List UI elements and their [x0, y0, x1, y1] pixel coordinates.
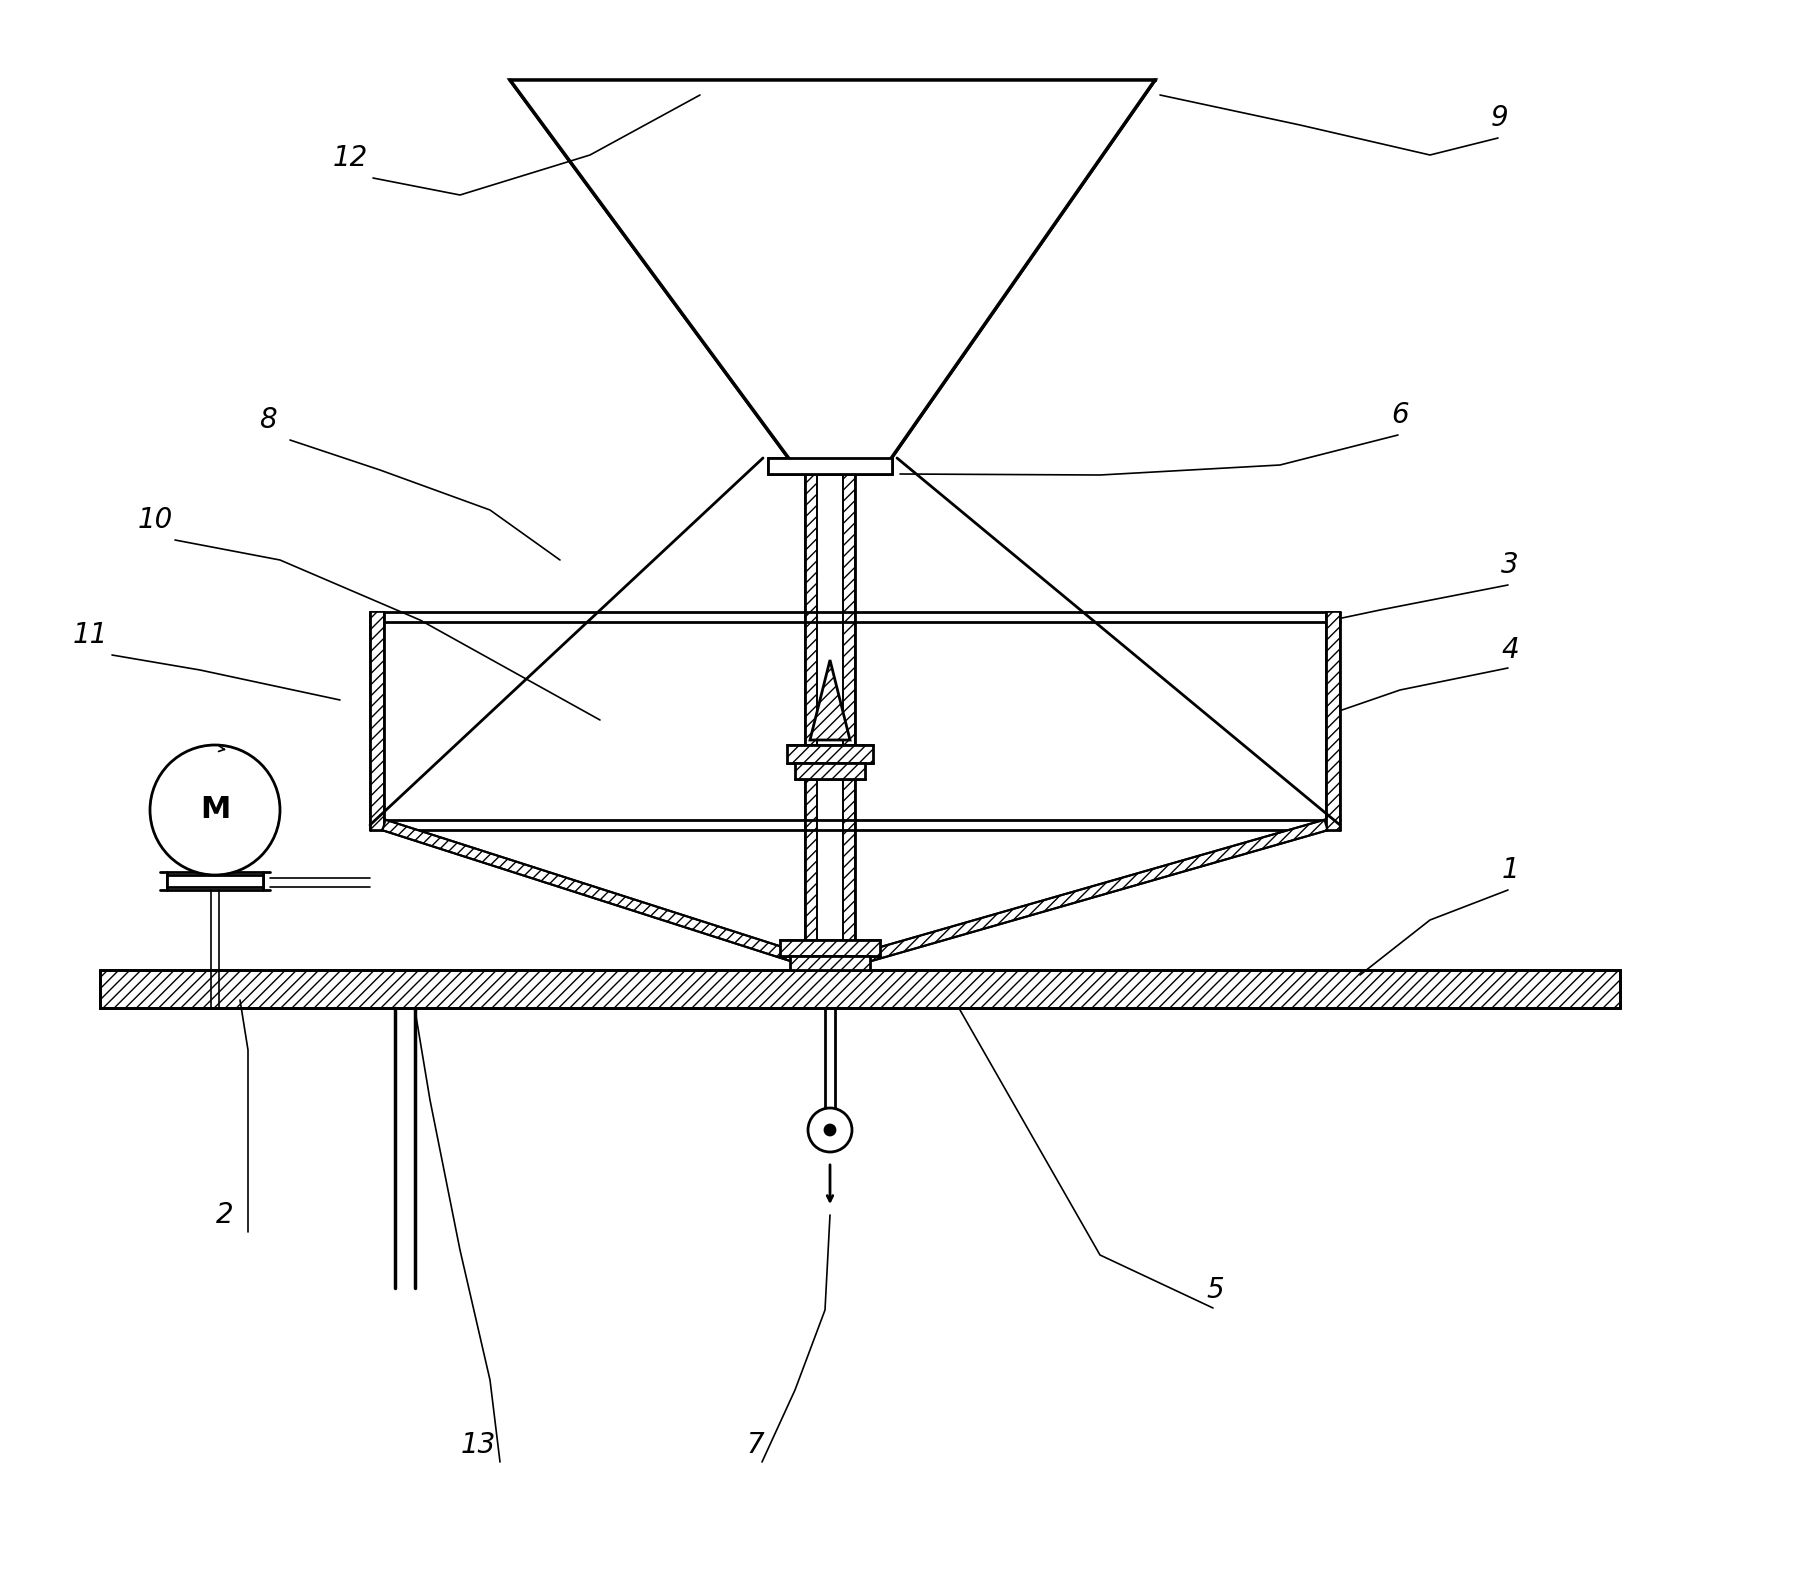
Text: 11: 11 [73, 621, 107, 648]
Text: 13: 13 [461, 1432, 496, 1459]
Text: 5: 5 [1206, 1276, 1224, 1305]
Text: 3: 3 [1502, 551, 1518, 578]
Text: 12: 12 [332, 145, 367, 172]
Bar [768, 458, 892, 474]
Text: M: M [200, 796, 231, 825]
Bar [1326, 612, 1340, 829]
Circle shape [808, 1108, 852, 1152]
Bar [781, 941, 881, 957]
Polygon shape [854, 820, 1327, 965]
Text: 4: 4 [1502, 636, 1518, 664]
Circle shape [151, 745, 280, 876]
Bar [790, 957, 870, 969]
Text: 1: 1 [1502, 856, 1518, 883]
Text: 2: 2 [216, 1201, 234, 1228]
Bar [370, 612, 383, 829]
Polygon shape [510, 79, 1155, 459]
Polygon shape [383, 820, 806, 965]
Circle shape [824, 1125, 835, 1135]
Bar [786, 745, 873, 763]
Polygon shape [810, 659, 850, 740]
Bar [167, 876, 263, 887]
Text: 10: 10 [138, 505, 173, 534]
Text: 9: 9 [1491, 103, 1509, 132]
Bar [100, 969, 1620, 1007]
Text: 7: 7 [746, 1432, 765, 1459]
Bar [795, 763, 864, 779]
Bar [804, 459, 817, 969]
Text: 6: 6 [1391, 400, 1409, 429]
Bar [843, 459, 855, 969]
Text: 8: 8 [260, 407, 276, 434]
